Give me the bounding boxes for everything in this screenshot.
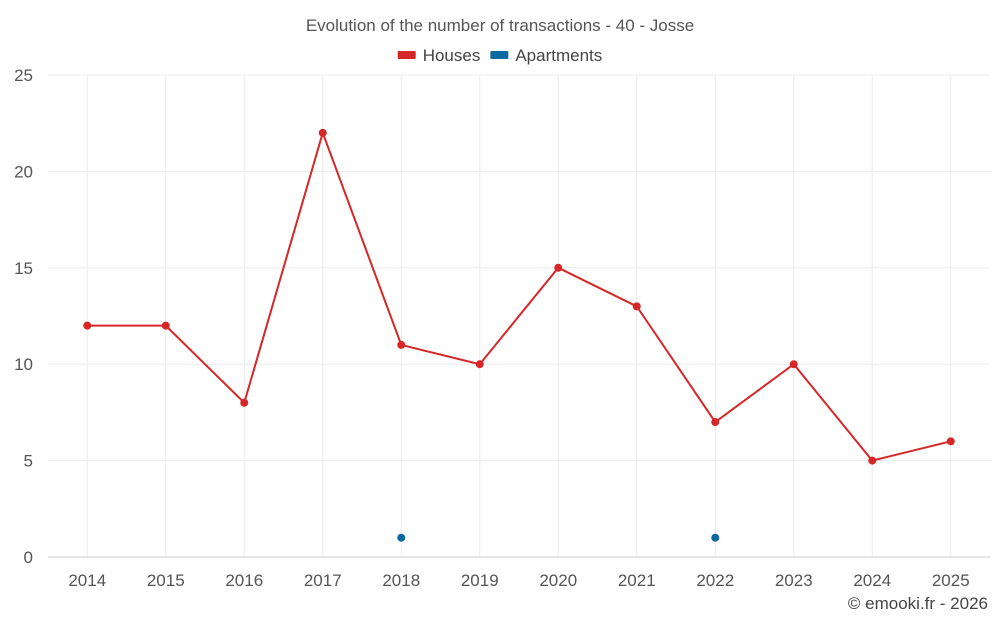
data-point-houses[interactable] bbox=[868, 456, 877, 465]
x-tick-label: 2021 bbox=[618, 571, 656, 590]
y-tick-label: 0 bbox=[24, 548, 33, 567]
data-point-apartments[interactable] bbox=[397, 533, 406, 542]
series-line-houses bbox=[87, 129, 951, 462]
x-tick-label: 2014 bbox=[68, 571, 106, 590]
y-tick-label: 15 bbox=[14, 259, 33, 278]
legend-label: Apartments bbox=[515, 46, 602, 65]
y-tick-label: 20 bbox=[14, 162, 33, 181]
data-point-houses[interactable] bbox=[240, 398, 249, 407]
y-gridlines bbox=[48, 74, 990, 462]
x-tick-label: 2018 bbox=[382, 571, 420, 590]
data-point-houses[interactable] bbox=[397, 340, 406, 349]
x-tick-label: 2019 bbox=[461, 571, 499, 590]
series-apartments bbox=[397, 533, 720, 542]
data-point-houses[interactable] bbox=[83, 321, 92, 330]
data-point-houses[interactable] bbox=[946, 437, 955, 446]
series-houses bbox=[83, 128, 955, 465]
legend-swatch bbox=[397, 51, 416, 59]
x-tick-label: 2022 bbox=[696, 571, 734, 590]
data-point-houses[interactable] bbox=[554, 263, 563, 272]
y-axis-ticks: 0 5 10 15 20 25 bbox=[14, 66, 33, 567]
data-point-houses[interactable] bbox=[789, 360, 798, 369]
y-tick-label: 10 bbox=[14, 355, 33, 374]
x-tick-label: 2017 bbox=[304, 571, 342, 590]
x-tick-label: 2020 bbox=[539, 571, 577, 590]
chart-credit: © emooki.fr - 2026 bbox=[848, 594, 988, 613]
legend-item-houses[interactable]: Houses bbox=[397, 46, 481, 65]
legend-swatch bbox=[490, 51, 509, 59]
x-tick-label: 2016 bbox=[225, 571, 263, 590]
y-tick-label: 5 bbox=[24, 452, 33, 471]
chart-title: Evolution of the number of transactions … bbox=[306, 16, 694, 35]
x-tick-label: 2015 bbox=[147, 571, 185, 590]
legend: Houses Apartments bbox=[397, 46, 602, 65]
x-tick-label: 2025 bbox=[932, 571, 970, 590]
data-point-houses[interactable] bbox=[318, 128, 327, 137]
x-tick-label: 2024 bbox=[853, 571, 891, 590]
series-layer bbox=[83, 128, 955, 542]
data-point-apartments[interactable] bbox=[711, 533, 720, 542]
legend-label: Houses bbox=[423, 46, 481, 65]
data-point-houses[interactable] bbox=[632, 302, 641, 311]
x-tick-label: 2023 bbox=[775, 571, 813, 590]
data-point-houses[interactable] bbox=[475, 360, 484, 369]
y-tick-label: 25 bbox=[14, 66, 33, 85]
x-gridlines bbox=[86, 75, 952, 557]
legend-item-apartments[interactable]: Apartments bbox=[490, 46, 602, 65]
data-point-houses[interactable] bbox=[711, 418, 720, 427]
x-axis-ticks: 2014 2015 2016 2017 2018 2019 2020 2021 2022 2023… bbox=[68, 571, 969, 590]
data-point-houses[interactable] bbox=[161, 321, 170, 330]
